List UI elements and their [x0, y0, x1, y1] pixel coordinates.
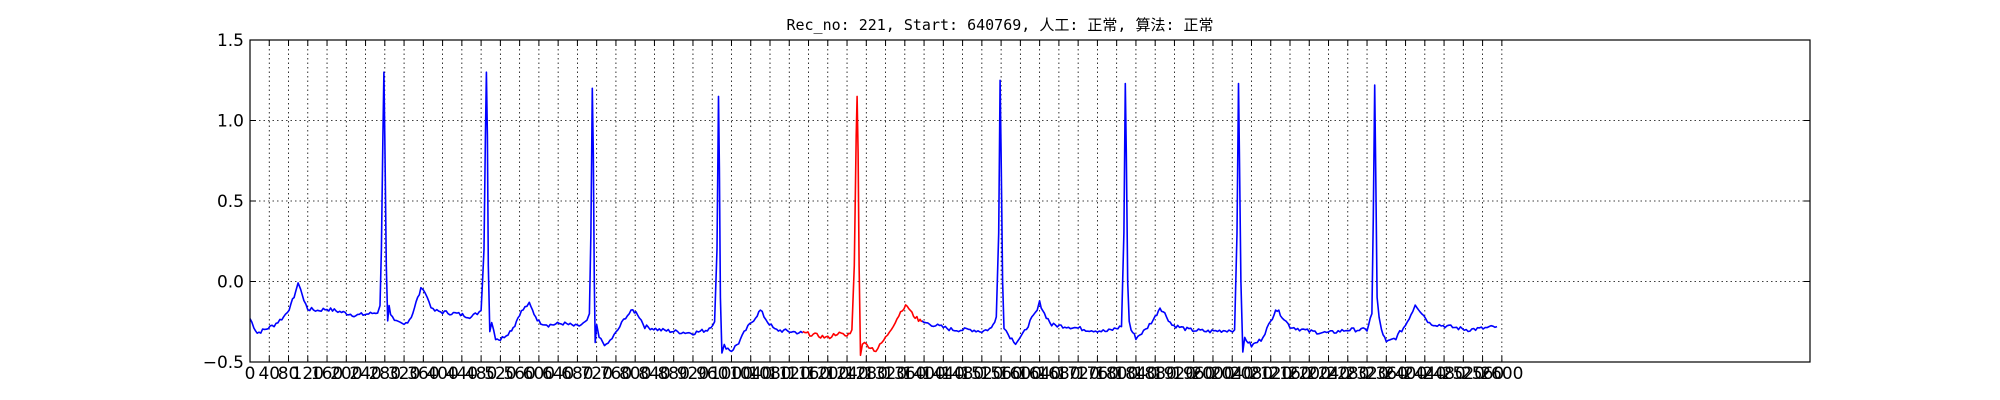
x-tick-label: 1240 [825, 364, 868, 384]
x-tick-label: 1640 [1018, 364, 1061, 384]
x-tick-label: 920 [677, 364, 709, 384]
x-tick-label: 240 [349, 364, 381, 384]
x-tick-label: 40 [258, 364, 280, 384]
series-line [921, 79, 1498, 353]
x-tick-label: 1000 [710, 364, 753, 384]
x-tick-label: 800 [619, 364, 651, 384]
x-tick-label: 0 [245, 364, 256, 384]
x-tick-label: 1600 [999, 364, 1042, 384]
x-tick-label: 2560 [1461, 364, 1504, 384]
x-tick-label: 1480 [941, 364, 984, 384]
x-tick-label: 1360 [883, 364, 926, 384]
x-tick-label: 1200 [806, 364, 849, 384]
y-tick-label: 0.0 [217, 273, 244, 293]
x-axis: 0 408012016020024028032036040044048052056… [245, 40, 1523, 384]
x-tick-label: 2280 [1326, 364, 1369, 384]
x-tick-label: 1680 [1037, 364, 1080, 384]
x-tick-label: 1280 [845, 364, 888, 384]
x-tick-label: 1400 [902, 364, 945, 384]
x-tick-label: 360 [407, 364, 439, 384]
x-tick-label: 1760 [1076, 364, 1119, 384]
x-tick-label: 1840 [1114, 364, 1157, 384]
x-tick-label: 400 [426, 364, 458, 384]
x-tick-label: 160 [311, 364, 343, 384]
x-tick-label: 600 [523, 364, 555, 384]
x-tick-label: 560 [503, 364, 535, 384]
series-line [802, 95, 923, 357]
x-tick-label: 1320 [864, 364, 907, 384]
x-tick-label: 2520 [1442, 364, 1485, 384]
x-tick-label: 760 [600, 364, 632, 384]
x-tick-label: 840 [638, 364, 670, 384]
x-tick-label: 200 [330, 364, 362, 384]
data-series [249, 71, 1498, 357]
x-tick-label: 1560 [979, 364, 1022, 384]
x-tick-label: 520 [484, 364, 516, 384]
x-tick-label: 1880 [1134, 364, 1177, 384]
x-tick-label: 320 [388, 364, 420, 384]
x-tick-label: 2320 [1345, 364, 1388, 384]
x-tick-label: 1440 [922, 364, 965, 384]
x-tick-label: 1120 [768, 364, 811, 384]
x-tick-label: 1520 [960, 364, 1003, 384]
x-tick-label: 680 [561, 364, 593, 384]
x-tick-label: 2040 [1211, 364, 1254, 384]
x-tick-label: 2200 [1288, 364, 1331, 384]
x-tick-label: 80 [278, 364, 300, 384]
x-tick-label: 2600 [1480, 364, 1523, 384]
x-tick-label: 720 [580, 364, 612, 384]
x-tick-label: 1160 [787, 364, 830, 384]
x-tick-label: 1080 [748, 364, 791, 384]
x-tick-label: 2480 [1422, 364, 1465, 384]
x-tick-label: 1040 [729, 364, 772, 384]
x-tick-label: 1720 [1057, 364, 1100, 384]
x-tick-label: 120 [292, 364, 324, 384]
y-tick-label: 1.0 [217, 112, 244, 132]
x-tick-label: 1960 [1172, 364, 1215, 384]
x-tick-label: 2120 [1249, 364, 1292, 384]
x-tick-label: 2240 [1307, 364, 1350, 384]
x-tick-label: 640 [542, 364, 574, 384]
x-tick-label: 480 [465, 364, 497, 384]
x-tick-label: 2160 [1268, 364, 1311, 384]
series-line [249, 71, 804, 354]
y-tick-label: −0.5 [203, 353, 244, 373]
x-tick-label: 2400 [1384, 364, 1427, 384]
x-tick-label: 880 [657, 364, 689, 384]
x-tick-label: 1800 [1095, 364, 1138, 384]
x-tick-label: 2000 [1191, 364, 1234, 384]
x-tick-label: 1920 [1153, 364, 1196, 384]
y-tick-label: 0.5 [217, 192, 244, 212]
y-tick-label: 1.5 [217, 31, 244, 51]
x-tick-label: 280 [369, 364, 401, 384]
x-tick-label: 2440 [1403, 364, 1446, 384]
x-tick-label: 2360 [1365, 364, 1408, 384]
chart-title: Rec_no: 221, Start: 640769, 人工: 正常, 算法: … [786, 16, 1213, 34]
x-tick-label: 440 [446, 364, 478, 384]
y-axis: 1.5 1.0 0.5 0.0 −0.5 [203, 31, 1810, 373]
x-tick-label: 960 [696, 364, 728, 384]
x-tick-label: 2080 [1230, 364, 1273, 384]
